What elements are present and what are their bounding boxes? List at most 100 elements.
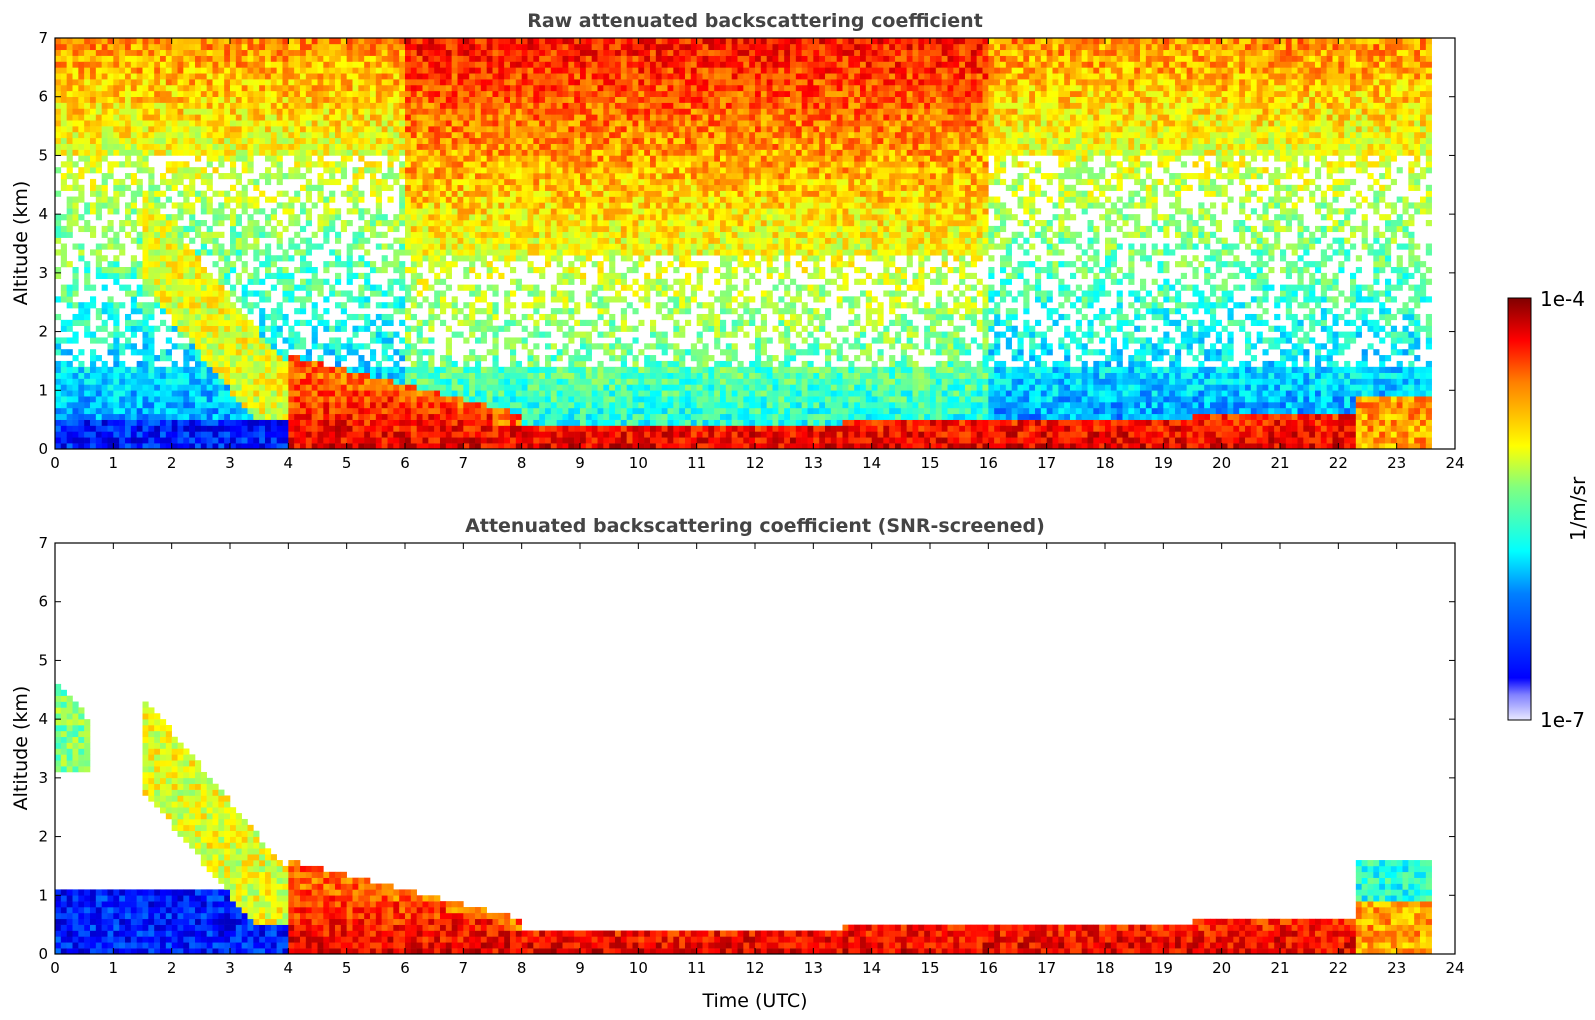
heatmap-cell [183, 390, 190, 397]
heatmap-cell [399, 173, 406, 180]
heatmap-cell [457, 402, 464, 409]
heatmap-cell [434, 190, 441, 197]
heatmap-cell [224, 38, 231, 45]
heatmap-cell [422, 396, 429, 403]
heatmap-cell [451, 419, 458, 426]
heatmap-cell [235, 178, 242, 186]
heatmap-cell [416, 255, 423, 262]
heatmap-cell [521, 149, 528, 156]
heatmap-cell [171, 443, 178, 449]
heatmap-cell [95, 43, 102, 51]
heatmap-cell [550, 67, 557, 74]
heatmap-cell [498, 390, 505, 397]
heatmap-cell [422, 214, 429, 221]
heatmap-cell [154, 214, 161, 221]
heatmap-cell [101, 96, 108, 103]
heatmap-cell [480, 331, 487, 338]
heatmap-cell [486, 407, 493, 415]
heatmap-cell [358, 137, 365, 144]
heatmap-cell [405, 225, 412, 233]
heatmap-cell [265, 114, 272, 121]
heatmap-cell [475, 173, 482, 180]
heatmap-cell [78, 143, 85, 150]
heatmap-cell [486, 366, 493, 373]
heatmap-cell [440, 55, 447, 62]
heatmap-cell [66, 214, 73, 221]
heatmap-cell [410, 296, 417, 303]
heatmap-cell [422, 419, 429, 426]
heatmap-cell [475, 161, 482, 168]
heatmap-cell [165, 84, 172, 92]
heatmap-cell [230, 114, 237, 121]
heatmap-cell [515, 225, 522, 233]
heatmap-cell [230, 108, 237, 115]
heatmap-cell [346, 220, 353, 227]
heatmap-cell [136, 302, 143, 309]
heatmap-cell [282, 272, 289, 280]
heatmap-cell [416, 49, 423, 56]
heatmap-cell [212, 243, 219, 250]
heatmap-cell [270, 102, 277, 109]
heatmap-cell [329, 108, 336, 115]
heatmap-cell [165, 237, 172, 244]
heatmap-cell [550, 255, 557, 262]
heatmap-cell [305, 190, 312, 197]
heatmap-cell [545, 437, 552, 444]
heatmap-cell [498, 114, 505, 121]
heatmap-cell [107, 437, 114, 444]
heatmap-cell [224, 308, 231, 315]
heatmap-cell [492, 431, 499, 438]
heatmap-cell [206, 137, 213, 144]
heatmap-cell [539, 55, 546, 62]
heatmap-cell [527, 214, 534, 221]
heatmap-cell [189, 114, 196, 121]
heatmap-cell [247, 278, 254, 285]
heatmap-cell [288, 102, 295, 109]
heatmap-cell [387, 114, 394, 121]
heatmap-cell [399, 366, 406, 373]
heatmap-cell [329, 431, 336, 438]
heatmap-cell [381, 214, 388, 221]
heatmap-cell [475, 419, 482, 426]
heatmap-cell [130, 67, 137, 74]
heatmap-cell [90, 378, 97, 385]
heatmap-cell [171, 84, 178, 92]
heatmap-cell [282, 49, 289, 56]
heatmap-cell [545, 425, 552, 432]
heatmap-cell [195, 319, 202, 326]
heatmap-cell [235, 384, 242, 391]
heatmap-cell [136, 61, 143, 68]
heatmap-cell [171, 372, 178, 379]
heatmap-cell [276, 372, 283, 379]
heatmap-cell [305, 149, 312, 156]
heatmap-cell [346, 437, 353, 444]
heatmap-cell [445, 407, 452, 415]
heatmap-cell [422, 196, 429, 203]
heatmap-cell [393, 96, 400, 103]
heatmap-cell [469, 96, 476, 103]
heatmap-cell [527, 231, 534, 238]
heatmap-cell [550, 425, 557, 432]
heatmap-cell [317, 196, 324, 203]
heatmap-cell [550, 402, 557, 409]
heatmap-cell [189, 43, 196, 51]
heatmap-cell [440, 190, 447, 197]
heatmap-cell [165, 302, 172, 309]
heatmap-cell [288, 149, 295, 156]
heatmap-cell [230, 337, 237, 344]
heatmap-cell [387, 131, 394, 139]
heatmap-cell [288, 208, 295, 215]
heatmap-cell [66, 143, 73, 150]
heatmap-cell [405, 425, 412, 432]
heatmap-cell [550, 149, 557, 156]
heatmap-cell [317, 155, 324, 162]
heatmap-cell [393, 360, 400, 368]
heatmap-cell [60, 261, 67, 268]
heatmap-cell [533, 38, 540, 45]
heatmap-cell [136, 261, 143, 268]
heatmap-cell [381, 402, 388, 409]
heatmap-cell [72, 102, 79, 109]
heatmap-cell [90, 131, 97, 139]
heatmap-cell [241, 372, 248, 379]
heatmap-cell [259, 396, 266, 403]
